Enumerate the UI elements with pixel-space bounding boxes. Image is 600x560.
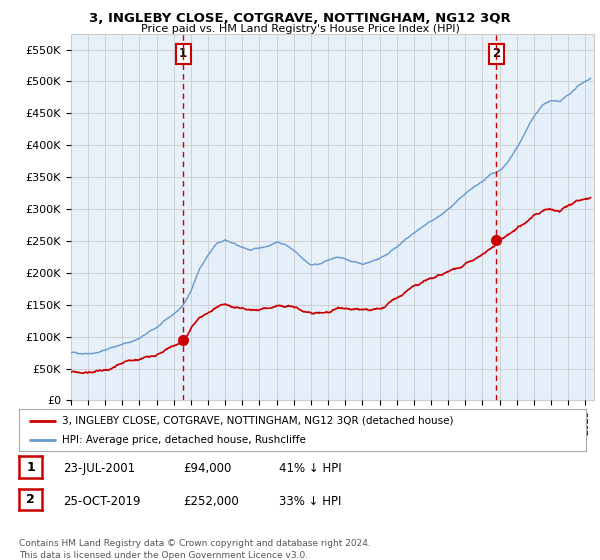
Text: 1: 1 (26, 460, 35, 474)
Text: £94,000: £94,000 (183, 462, 232, 475)
Text: 1: 1 (179, 47, 187, 60)
Text: 3, INGLEBY CLOSE, COTGRAVE, NOTTINGHAM, NG12 3QR (detached house): 3, INGLEBY CLOSE, COTGRAVE, NOTTINGHAM, … (62, 416, 453, 426)
Text: 2: 2 (26, 493, 35, 506)
Text: 33% ↓ HPI: 33% ↓ HPI (279, 494, 341, 508)
Text: 25-OCT-2019: 25-OCT-2019 (63, 494, 140, 508)
Text: 41% ↓ HPI: 41% ↓ HPI (279, 462, 341, 475)
Text: £252,000: £252,000 (183, 494, 239, 508)
Text: Price paid vs. HM Land Registry's House Price Index (HPI): Price paid vs. HM Land Registry's House … (140, 24, 460, 34)
Text: 3, INGLEBY CLOSE, COTGRAVE, NOTTINGHAM, NG12 3QR: 3, INGLEBY CLOSE, COTGRAVE, NOTTINGHAM, … (89, 12, 511, 25)
Text: 23-JUL-2001: 23-JUL-2001 (63, 462, 135, 475)
Text: HPI: Average price, detached house, Rushcliffe: HPI: Average price, detached house, Rush… (62, 435, 305, 445)
Text: 2: 2 (493, 47, 500, 60)
Text: Contains HM Land Registry data © Crown copyright and database right 2024.
This d: Contains HM Land Registry data © Crown c… (19, 539, 371, 559)
